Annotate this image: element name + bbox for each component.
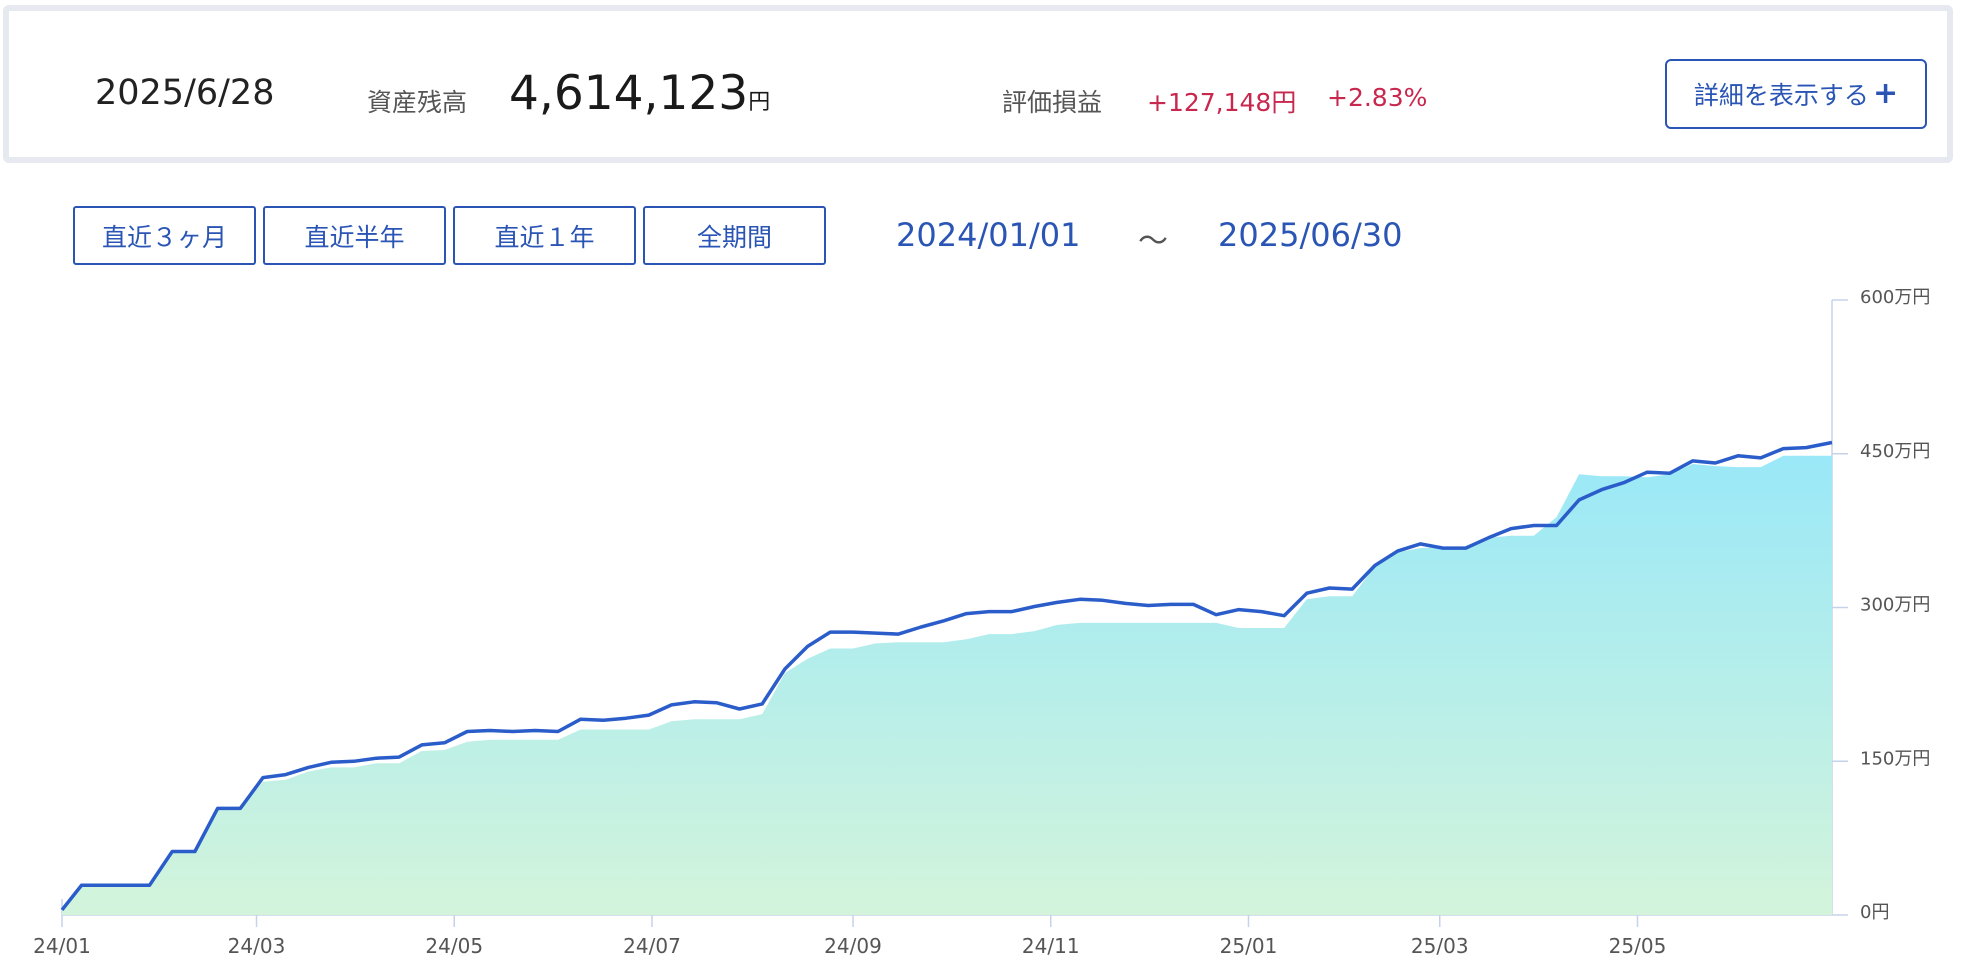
x-tick-label: 24/05 [425,934,483,958]
profit-loss-amount: +127,148円 [1147,88,1297,117]
x-tick-label: 24/11 [1022,934,1080,958]
x-tick-label: 25/01 [1220,934,1278,958]
range-separator: ～ [1138,224,1168,259]
balance-unit: 円 [748,90,771,115]
line-series [60,440,1833,911]
balance-amount: 4,614,123 [509,66,749,121]
plus-icon: + [1872,76,1899,111]
x-tick-label: 24/09 [824,934,882,958]
range-start-date[interactable]: 2024/01/01 [896,216,1081,254]
y-tick-label: 300万円 [1860,595,1930,616]
y-tick-label: 450万円 [1860,441,1930,462]
y-tick-label: 150万円 [1860,748,1930,769]
period-button-all[interactable]: 全期間 [643,206,826,265]
profit-loss-percent: +2.83% [1327,83,1428,112]
x-tick-label: 24/01 [33,934,91,958]
range-end-date[interactable]: 2025/06/30 [1218,216,1403,254]
asset-chart: 0円 150万円 300万円 450万円 600万円 24/01 24/03 24/05 24/… [33,287,1930,958]
period-button-6-months[interactable]: 直近半年 [263,206,446,265]
y-tick-label: 600万円 [1860,287,1930,308]
period-button-1-year[interactable]: 直近１年 [453,206,636,265]
show-details-button[interactable]: 詳細を表示する + [1665,59,1927,129]
balance-value: 4,614,123円 [509,66,770,121]
y-tick-label: 0円 [1860,902,1889,923]
summary-date: 2025/6/28 [95,73,275,113]
profit-loss-label: 評価損益 [1002,88,1103,117]
balance-label: 資産残高 [367,88,468,117]
period-button-3-months[interactable]: 直近３ヶ月 [73,206,256,265]
area-series [62,455,1832,915]
x-tick-label: 25/05 [1609,934,1667,958]
show-details-label: 詳細を表示する [1693,81,1869,110]
x-tick-label: 24/03 [228,934,286,958]
x-tick-label: 25/03 [1411,934,1469,958]
chart-labels: 0円 150万円 300万円 450万円 600万円 24/01 24/03 24/05 24/… [33,287,1930,958]
x-tick-label: 24/07 [623,934,681,958]
summary-panel: 2025/6/28 資産残高 4,614,123円 評価損益 +127,148円… [3,5,1953,163]
